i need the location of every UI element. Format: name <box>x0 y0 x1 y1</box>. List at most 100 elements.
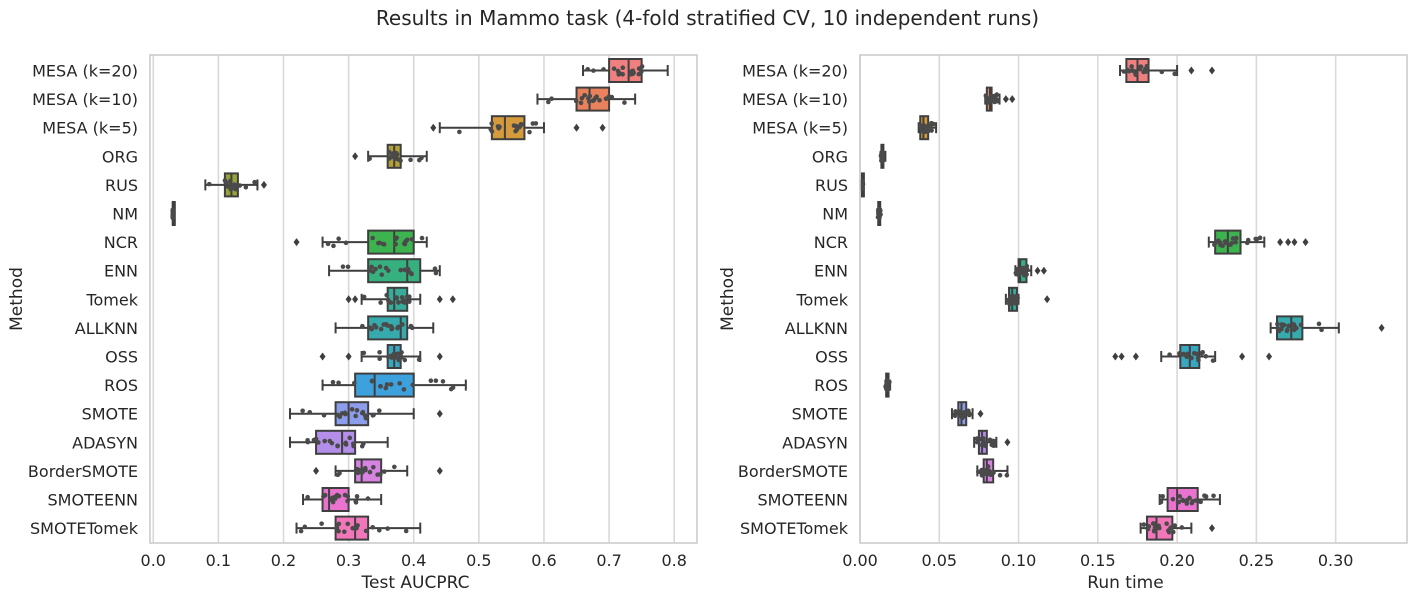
panel1-mesa-k-20-point <box>611 66 617 71</box>
panel2-smote-point <box>962 410 967 415</box>
panel2-bordersmote-point <box>987 469 993 475</box>
panel2-xtick-label: 0.05 <box>921 551 957 570</box>
panel1-org-point <box>386 149 392 155</box>
panel1-rus-point <box>223 180 229 185</box>
panel2-smote-point <box>959 414 965 420</box>
panel1-adasyn-point <box>311 437 317 443</box>
panel2-tomek-outlier <box>1044 295 1051 304</box>
panel2-oss-point <box>1180 351 1186 357</box>
panel1-smotetomek-point <box>376 527 382 533</box>
panel1-tomek-point <box>378 300 383 305</box>
panel1-smotetomek-point <box>298 528 304 534</box>
panel1-bordersmote-point <box>355 470 361 476</box>
panel1-ncr-point <box>402 241 408 247</box>
panel1-ytick-label: SMOTEENN <box>48 491 138 510</box>
panel1-bordersmote-point <box>381 469 387 474</box>
panel2-ytick-label: RUS <box>815 176 848 195</box>
panel1-mesa-k-10-point <box>622 100 627 105</box>
panel1-bordersmote-point <box>392 464 397 470</box>
panel1-mesa-k-5-outlier <box>573 123 580 132</box>
panel2-smotetomek-point <box>1151 528 1157 534</box>
panel2-xtick-label: 0.15 <box>1080 551 1116 570</box>
panel2-ncr-outlier <box>1285 238 1292 247</box>
panel1-mesa-k-20-point <box>591 68 596 73</box>
panel2-ncr-point <box>1245 237 1251 243</box>
panel2-ytick-label: SMOTE <box>792 405 848 424</box>
panel1-yaxis-label: Method <box>7 267 27 331</box>
panel2-mesa-k-10-point <box>994 92 1000 97</box>
panel2-ytick-label: MESA (k=5) <box>752 119 848 138</box>
panel1-ros-point <box>397 381 402 386</box>
panel1-smoteenn-point <box>345 498 350 504</box>
panel1-smotetomek-point <box>350 525 355 531</box>
panel2-adasyn-point <box>990 438 996 444</box>
panel1-smotetomek-point <box>370 525 375 530</box>
panel2-mesa-k-20-point <box>1172 71 1177 77</box>
panel2-tomek-point <box>1013 294 1019 299</box>
panel2-oss-point <box>1177 351 1182 356</box>
panel2-mesa-k-20-point <box>1132 69 1138 74</box>
panel1-bordersmote-point <box>371 464 376 470</box>
panel1-smote-box <box>334 401 370 427</box>
panel1-smote-point <box>376 408 382 413</box>
panel2-tomek-point <box>1009 296 1014 302</box>
panel1-bordersmote-point <box>362 465 368 471</box>
panel1-ros-point <box>410 382 416 388</box>
panel1-xtick-label: 0.3 <box>336 551 361 570</box>
panel2-smote-outlier <box>977 409 984 418</box>
panel2-bordersmote-point <box>1004 472 1010 478</box>
panel1-mesa-k-5-point <box>457 129 462 135</box>
panel1-smoteenn-point <box>342 492 348 498</box>
panel1-ncr-point <box>419 235 425 241</box>
panel1-enn-point <box>379 272 385 277</box>
panel2-xtick-label: 0.30 <box>1318 551 1354 570</box>
panel2-ncr-outlier <box>1277 238 1284 247</box>
panel1-ncr-point <box>409 237 415 242</box>
panel1-mesa-k-5-point <box>489 121 494 126</box>
panel2-mesa-k-20-point <box>1137 64 1143 70</box>
panel1-ncr-point <box>380 241 386 247</box>
panel1-ros-point <box>428 378 434 384</box>
panel2-smote-point <box>953 409 958 414</box>
panel2-mesa-k-10-outlier <box>1002 95 1009 104</box>
panel1-mesa-k-10-point <box>586 99 592 105</box>
panel2-ytick-label: MESA (k=20) <box>742 62 848 81</box>
panel1-adasyn-point <box>347 435 353 441</box>
panel2-oss-point <box>1199 350 1205 356</box>
panel2-xtick-label: 0.20 <box>1159 551 1195 570</box>
panel2-smotetomek-point <box>1168 525 1173 530</box>
panel2-enn-outlier <box>1034 266 1041 275</box>
panel1-ytick-label: SMOTE <box>82 405 138 424</box>
panel1-tomek-outlier <box>436 295 443 304</box>
panel1-rus-point <box>237 183 243 188</box>
panel2-mesa-k-5-point <box>929 128 934 133</box>
panel2-mesa-k-5-point <box>918 125 923 130</box>
panel2-smote-point <box>952 413 958 419</box>
panel1-mesa-k-5-outlier <box>430 123 437 132</box>
panel2-smoteenn-point <box>1190 498 1196 504</box>
panel1-ytick-label: OSS <box>105 348 138 367</box>
panel2-ncr-point <box>1257 235 1263 241</box>
panel1-smote-point <box>349 407 355 412</box>
panel1-mesa-k-20-point <box>585 66 590 72</box>
panel2-org-point <box>880 158 886 163</box>
panel2-allknn-point <box>1280 322 1285 328</box>
panel2-ytick-label: NM <box>822 205 848 224</box>
panel1-tomek-point <box>407 294 412 299</box>
panel1-ncr-point <box>376 240 381 246</box>
panel1-enn-point <box>345 264 351 270</box>
panel1-rus-point <box>243 184 249 190</box>
panel1-adasyn-box <box>315 429 357 455</box>
panel1-xaxis-label: Test AUCPRC <box>361 573 470 593</box>
panel1-ros-point <box>388 382 394 387</box>
panel1-xtick-label: 0.2 <box>271 551 296 570</box>
panel1-nm-point <box>170 208 176 214</box>
panel1-smotetomek-point <box>354 525 359 531</box>
panel1-enn-point <box>383 265 389 271</box>
panel1-smotetomek-point <box>319 521 324 526</box>
panel2-xtick-label: 0.25 <box>1239 551 1275 570</box>
panel1-enn-point <box>370 269 376 275</box>
panel1-rus-point <box>228 178 233 184</box>
panel1-oss-point <box>386 354 391 360</box>
panel1-oss-outlier <box>319 352 326 361</box>
